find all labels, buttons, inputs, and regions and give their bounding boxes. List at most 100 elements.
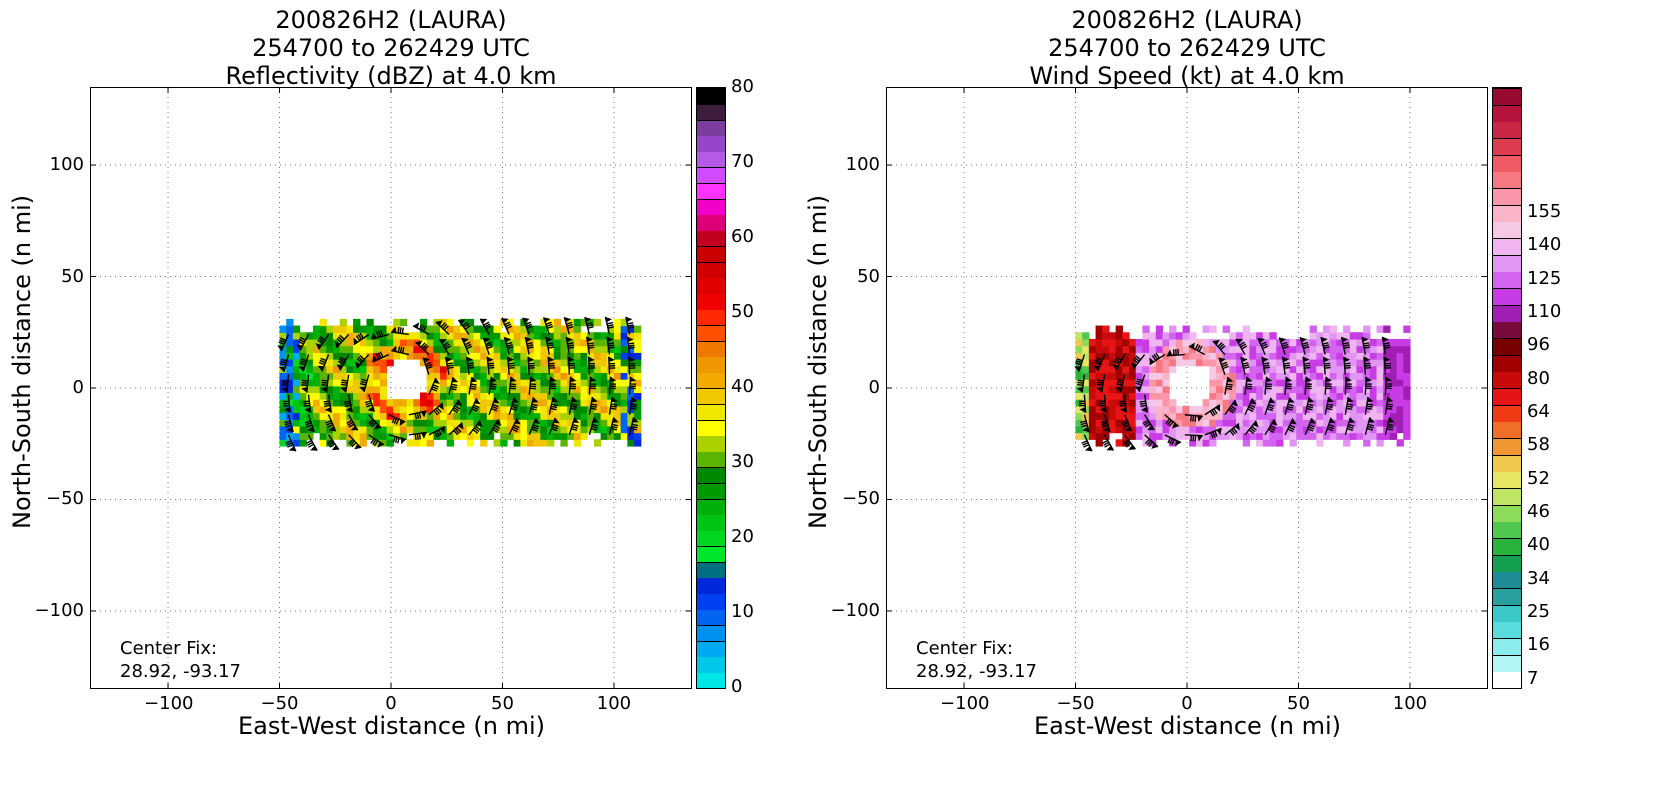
wind-barb-flag <box>611 396 618 403</box>
wind-barb-flag <box>458 422 464 430</box>
colorbar-swatch <box>1493 654 1521 672</box>
wind-barb-tick <box>1348 423 1355 427</box>
wind-barb-tick <box>1282 345 1289 350</box>
wind-barb-tick <box>1167 437 1172 444</box>
wind-barb-tick <box>547 344 554 347</box>
wind-barb-tick <box>1144 423 1151 428</box>
wind-barb-tick <box>450 385 457 389</box>
wind-barb-tick <box>1226 383 1233 386</box>
colorbar-swatch <box>1493 471 1521 489</box>
wind-barb <box>584 316 591 335</box>
wind-barb-tick <box>630 407 637 410</box>
colorbar-swatch <box>1493 538 1521 556</box>
wind-barb-flag <box>1307 397 1315 403</box>
wind-barb-tick <box>527 346 534 349</box>
wind-barb-flag <box>455 399 462 407</box>
wind-barb-flag <box>283 407 291 413</box>
wind-barb-tick <box>401 327 404 334</box>
wind-barb-tick <box>1165 418 1171 424</box>
wind-barb-tick <box>1366 407 1373 410</box>
wind-barb-tick <box>1265 383 1272 386</box>
colorbar-tick-label: 58 <box>1527 434 1550 456</box>
colorbar-swatch <box>1493 504 1521 522</box>
wind-barb-tick <box>1248 429 1255 435</box>
wind-barb-tick <box>469 387 477 390</box>
colorbar-swatch <box>1493 204 1521 222</box>
wind-barb-tick <box>463 323 470 329</box>
wind-barb-flag <box>400 438 407 445</box>
wind-barb-tick <box>487 362 495 365</box>
wind-barb-tick <box>326 422 333 426</box>
wind-barb-tick <box>1101 424 1109 428</box>
wind-barb-tick <box>1124 441 1131 446</box>
wind-barb-flag <box>1282 356 1290 363</box>
colorbar-swatch <box>697 624 725 642</box>
wind-barb-tick <box>1225 387 1233 391</box>
wind-barb-tick <box>440 322 446 328</box>
wind-barb <box>1304 417 1313 436</box>
wind-barb-tick <box>566 321 573 325</box>
wind-barb-flag <box>510 376 517 383</box>
data-field <box>279 318 642 447</box>
wind-barb-flag <box>1234 423 1240 431</box>
wind-barb-tick <box>444 343 450 348</box>
wind-barb-tick <box>572 423 579 427</box>
wind-barb-tick <box>1125 442 1132 448</box>
wind-barb-tick <box>346 419 353 424</box>
wind-barb-flag <box>588 356 595 363</box>
wind-barb-flag <box>525 337 532 343</box>
wind-barb-flag <box>317 365 324 372</box>
wind-barb-tick <box>301 384 308 387</box>
wind-barb-flag <box>281 387 288 393</box>
wind-barb-tick <box>1077 379 1084 382</box>
wind-barb-tick <box>1282 343 1289 348</box>
wind-barb-tick <box>1210 432 1214 439</box>
wind-barb-flag <box>1343 356 1351 363</box>
colorbar-swatch <box>697 482 725 500</box>
wind-barb-tick <box>1097 381 1104 384</box>
wind-barb-flag <box>1261 356 1269 363</box>
wind-barb <box>522 317 530 335</box>
wind-barb-tick <box>526 342 533 345</box>
wind-barb-tick <box>592 423 599 427</box>
wind-barb-tick <box>1139 402 1147 405</box>
y-tick-label: 50 <box>857 265 880 287</box>
wind-barb-tick <box>529 385 537 388</box>
wind-barb-tick <box>397 437 400 444</box>
wind-barb-flag <box>1140 407 1148 413</box>
colorbar-tick-label: 52 <box>1527 467 1550 489</box>
wind-barb-tick <box>1383 342 1390 345</box>
wind-barb-tick <box>432 384 439 388</box>
wind-barb-tick <box>446 362 453 365</box>
wind-barb-flag <box>391 345 397 352</box>
center-fix-annotation: Center Fix: 28.92, -93.17 <box>916 637 1037 683</box>
wind-barb-tick <box>1221 363 1228 368</box>
wind-barb-flag <box>1364 356 1371 363</box>
wind-barb <box>1244 420 1257 436</box>
wind-barb-flag <box>1252 420 1259 428</box>
wind-barb-tick <box>1116 383 1123 386</box>
wind-barb-flag <box>415 340 423 347</box>
wind-barb <box>280 334 290 352</box>
colorbar-swatch <box>1493 488 1521 506</box>
colorbar-tick-label: 40 <box>1527 534 1550 556</box>
wind-barb-tick <box>470 383 477 386</box>
wind-barb-tick <box>610 427 618 431</box>
wind-barb-flag <box>627 336 634 343</box>
wind-barb-tick <box>338 358 345 363</box>
wind-barb-tick <box>344 404 351 408</box>
wind-barb-tick <box>416 412 420 419</box>
wind-barb-tick <box>491 407 498 412</box>
wind-barb-tick <box>1251 425 1257 431</box>
wind-barb-tick <box>1119 404 1126 407</box>
wind-barb-tick <box>1364 346 1371 349</box>
wind-barb-flag <box>367 406 375 412</box>
wind-barb-tick <box>1146 440 1152 446</box>
colorbar-swatch <box>697 530 725 547</box>
colorbar-swatch <box>1493 171 1521 189</box>
wind-barb-flag <box>1388 417 1395 423</box>
wind-barb-tick <box>326 439 333 445</box>
wind-barb-tick <box>1134 357 1140 362</box>
wind-barb-tick <box>1367 423 1375 427</box>
wind-barb-tick <box>325 420 332 424</box>
